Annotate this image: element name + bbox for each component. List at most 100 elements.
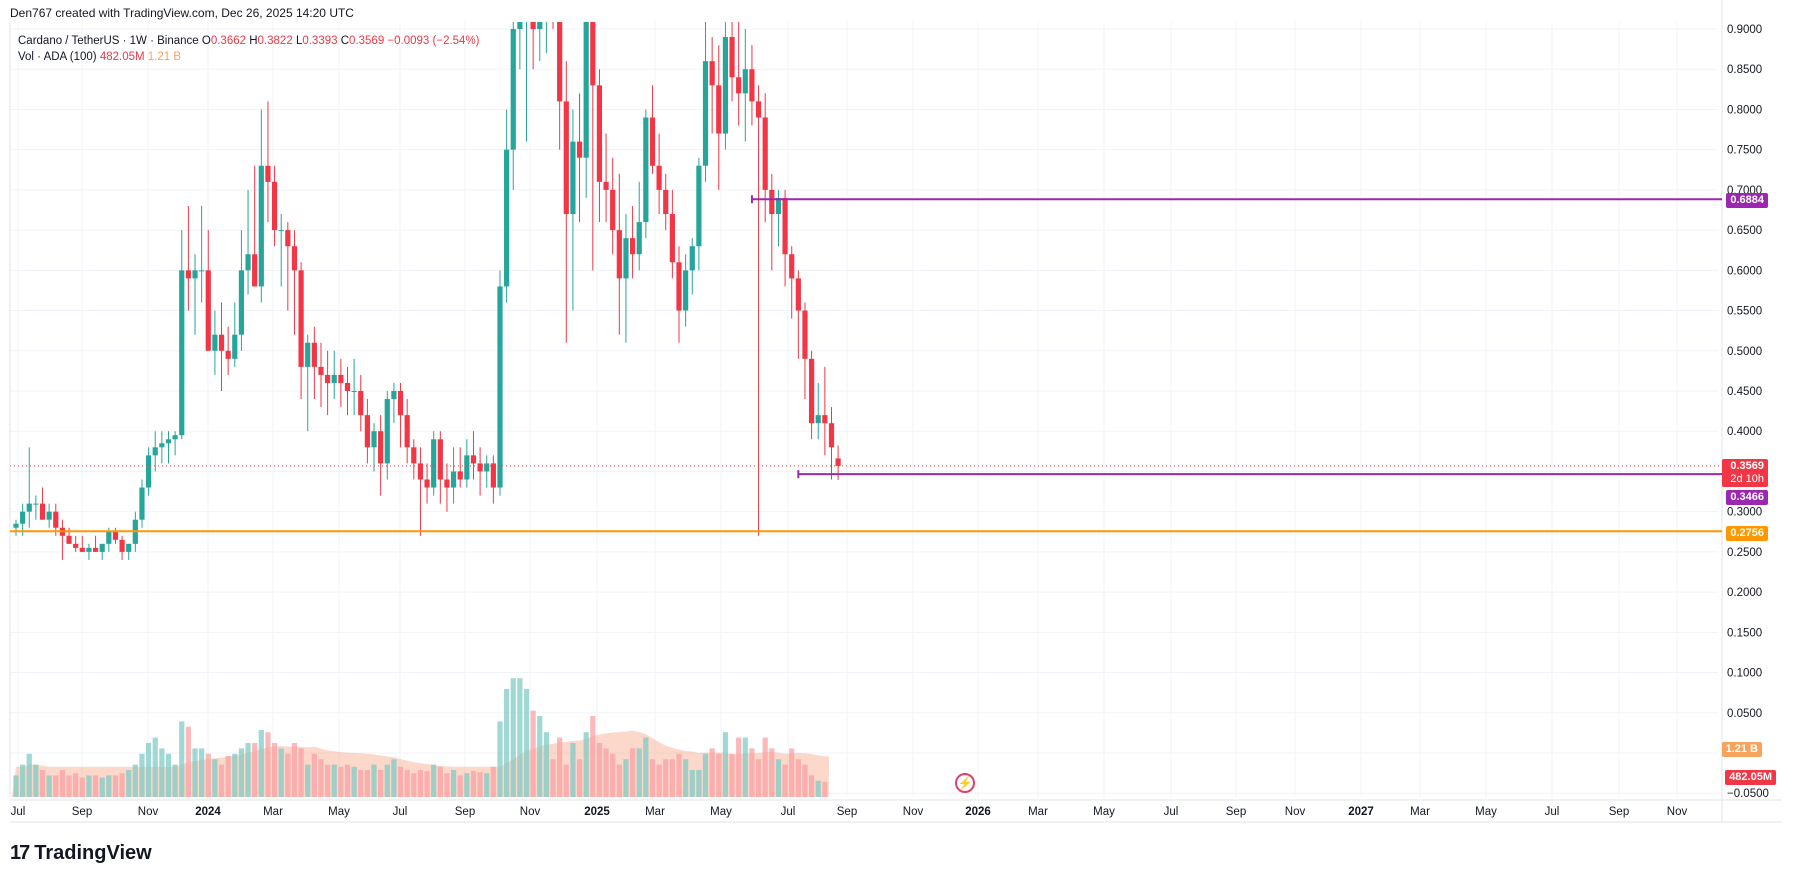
volume-bar [305,764,311,797]
candle-body [490,463,496,488]
candle-body [629,238,636,255]
volume-bar [802,764,808,797]
volume-bar [159,748,165,797]
candle-body [775,197,782,215]
high-value: 0.3822 [257,35,293,47]
volume-bar [557,737,563,797]
candle-body [159,443,165,448]
current-price-label: 0.3569 2d 10h [1722,459,1768,487]
candle-body [782,197,788,255]
candle-body [729,37,735,78]
volume-bar [285,753,291,797]
candle-body [457,471,463,480]
volume-bar [179,721,185,797]
candle-body [232,334,238,359]
candle-body [722,37,729,134]
candle-body [79,547,85,552]
x-tick-label: Nov [1285,806,1306,818]
volume-bar [663,759,669,797]
candle-body [199,270,205,272]
volume-bar [437,766,443,797]
volume-bar [643,737,649,797]
candle-body [417,463,424,480]
volume-bar [13,775,19,797]
volume-bar [112,775,119,797]
volume-bar [325,764,331,797]
y-tick-label: 0.1000 [1727,668,1762,680]
y-tick-label: 0.6500 [1727,225,1762,237]
candle-body [218,334,225,351]
candle-body [736,77,742,94]
candle-body [424,479,430,488]
candle-body [179,270,185,436]
candle-body [623,238,629,279]
volume-bar [119,773,125,797]
candle-body [749,69,755,102]
volume-bar [762,737,768,797]
flash-icon[interactable]: ⚡ [955,773,975,793]
candle-body [603,181,609,190]
x-tick-label: Sep [837,806,857,818]
volume-bar [517,678,523,797]
volume-bar [205,753,211,797]
volume-bar [782,764,788,797]
candle-body [444,479,450,488]
candle-countdown: 2d 10h [1730,473,1764,485]
x-tick-label: May [1093,806,1115,818]
volume-bar [397,766,404,797]
volume-bar [709,748,715,797]
candle-body [112,531,119,540]
candle-body [139,487,145,520]
volume-bar [73,773,79,797]
volume-bar [404,770,410,797]
volume-bar [431,764,437,797]
volume-bar [583,732,589,797]
candle-body [298,270,304,367]
volume-bar [172,764,178,797]
candle-body [46,511,52,520]
candle-body [590,22,596,86]
volume-bar [809,775,815,797]
volume-bar [603,748,609,797]
volume-bar [623,759,629,797]
volume-bar [66,775,72,797]
y-tick-label: 0.7500 [1727,145,1762,157]
volume-bar [391,759,397,797]
low-value: 0.3393 [302,35,338,47]
candle-body [358,391,364,416]
candle-body [33,503,39,505]
volume-bar [417,770,424,797]
volume-bar [225,755,231,797]
x-tick-label: Nov [138,806,159,818]
y-tick-label: 0.4000 [1727,426,1762,438]
volume-bar [39,770,46,797]
volume-bar [570,743,576,797]
candle-body [809,358,815,424]
candle-body [649,117,656,166]
volume-bar [464,773,470,797]
volume-bar [411,773,417,797]
x-tick-label: May [328,806,350,818]
volume-bar [338,766,344,797]
volume-bar [795,759,801,797]
volume-bar [563,764,569,797]
tradingview-brand[interactable]: 17 TradingView [10,842,152,865]
candle-body [557,22,563,102]
y-tick-label: 0.1500 [1727,627,1762,639]
volume-bar [649,759,656,797]
candle-body [271,181,278,231]
low-label: L [295,35,303,47]
x-tick-label: Sep [1226,806,1246,818]
x-tick-label: Jul [11,806,26,818]
volume-bar [689,770,695,797]
candle-body [92,547,99,552]
candle-body [762,117,768,190]
volume-bar [291,743,298,797]
volume-bar [384,764,390,797]
candle-body [106,531,112,544]
candle-body [822,415,828,424]
candles-group [13,22,841,560]
candle-body [643,117,649,223]
volume-bar [616,764,622,797]
